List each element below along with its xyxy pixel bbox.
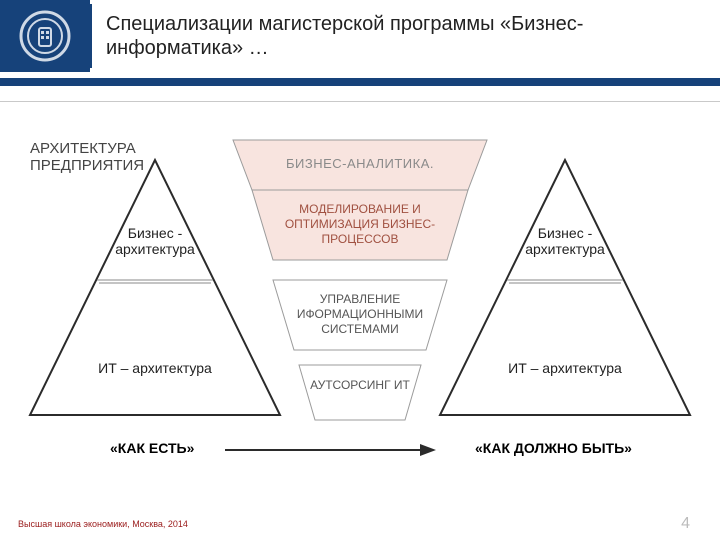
page-number: 4 <box>681 515 690 533</box>
arrow-head-icon <box>420 444 436 456</box>
thin-rule <box>0 101 720 102</box>
left-triangle-upper-label: Бизнес - архитектура <box>115 225 195 257</box>
left-triangle <box>30 160 280 415</box>
right-triangle-upper-label: Бизнес - архитектура <box>525 225 605 257</box>
right-triangle <box>440 160 690 415</box>
title-wrap: Специализации магистерской программы «Би… <box>90 4 720 68</box>
funnel-row-4-text: АУТСОРСИНГ ИТ <box>270 378 450 393</box>
hse-logo-icon <box>17 8 73 64</box>
left-triangle-lower-label: ИТ – архитектура <box>70 360 240 376</box>
funnel-row-3-text: УПРАВЛЕНИЕ ИФОРМАЦИОННЫМИ СИСТЕМАМИ <box>270 292 450 337</box>
right-triangle-lower-label: ИТ – архитектура <box>480 360 650 376</box>
diagram-canvas: АРХИТЕКТУРА ПРЕДПРИЯТИЯ Бизнес - архитек… <box>0 110 720 500</box>
logo <box>0 0 90 72</box>
page-title: Специализации магистерской программы «Би… <box>106 12 720 60</box>
footer: Высшая школа экономики, Москва, 2014 4 <box>0 514 720 540</box>
header-rule <box>0 78 720 86</box>
header: Специализации магистерской программы «Би… <box>0 0 720 72</box>
caption-right: «КАК ДОЛЖНО БЫТЬ» <box>475 440 632 456</box>
funnel-row-1-text: БИЗНЕС-АНАЛИТИКА. <box>270 156 450 171</box>
funnel-row-2-text: МОДЕЛИРОВАНИЕ И ОПТИМИЗАЦИЯ БИЗНЕС-ПРОЦЕ… <box>270 202 450 247</box>
caption-left: «КАК ЕСТЬ» <box>110 440 194 456</box>
footer-text: Высшая школа экономики, Москва, 2014 <box>18 519 188 529</box>
